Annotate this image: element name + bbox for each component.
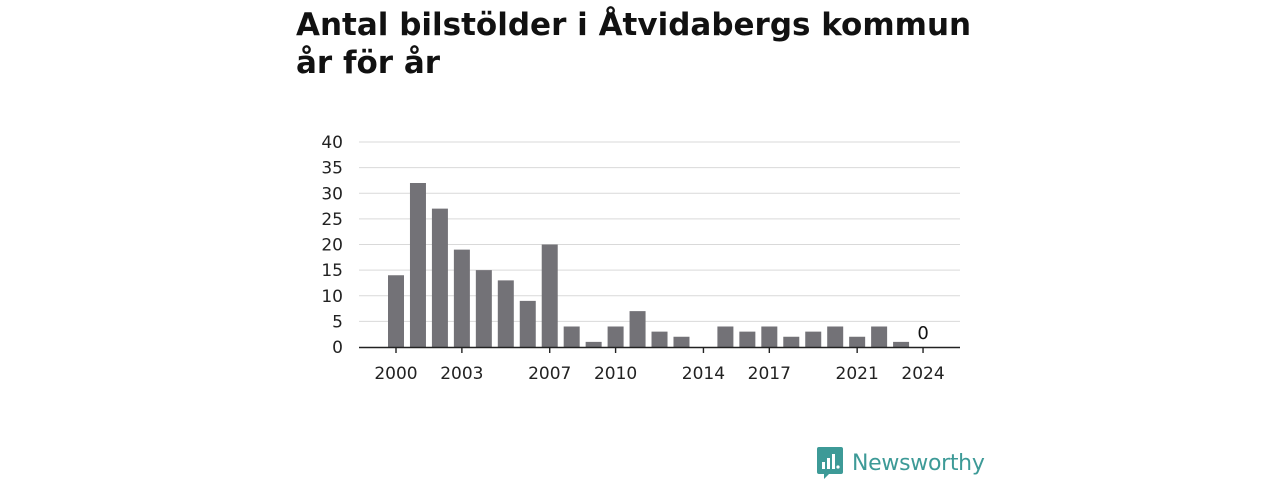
bar-2018 <box>783 336 800 347</box>
y-tick-label-10: 10 <box>321 287 343 307</box>
labels: 0 5 10 15 20 25 30 35 40 2000 2003 2007 2010 2014 2017… <box>321 133 944 384</box>
y-tick-label-15: 15 <box>321 261 343 281</box>
x-tick-label-2024: 2024 <box>901 364 944 384</box>
brand-logo: Newsworthy <box>816 446 985 480</box>
y-tick-label-40: 40 <box>321 133 343 153</box>
bar-2009 <box>585 341 602 347</box>
bar-2007 <box>541 244 558 347</box>
y-tick-label-30: 30 <box>321 184 343 204</box>
y-tick-label-20: 20 <box>321 236 343 256</box>
bar-2020 <box>827 326 844 347</box>
bar-2023 <box>893 341 910 347</box>
bar-2019 <box>805 331 822 347</box>
bar-2003 <box>453 249 470 347</box>
x-tick-label-2010: 2010 <box>594 364 637 384</box>
x-tick-label-2021: 2021 <box>836 364 879 384</box>
bar-2006 <box>519 300 536 347</box>
bar-2013 <box>673 336 690 347</box>
bars <box>388 183 910 347</box>
y-tick-label-5: 5 <box>332 312 343 332</box>
x-tick-label-2003: 2003 <box>440 364 483 384</box>
y-tick-label-35: 35 <box>321 159 343 179</box>
y-tick-label-25: 25 <box>321 210 343 230</box>
bar-2005 <box>497 280 514 347</box>
y-tick-label-0: 0 <box>332 338 343 358</box>
chart-title: Antal bilstölder i Åtvidabergs kommun år… <box>296 7 972 81</box>
x-tick-label-2007: 2007 <box>528 364 571 384</box>
bar-2017 <box>761 326 778 347</box>
bar-2016 <box>739 331 756 347</box>
bar-2011 <box>629 311 646 347</box>
bar-2008 <box>563 326 580 347</box>
bar-2002 <box>431 208 448 347</box>
bar-2012 <box>651 331 668 347</box>
x-tick-label-2014: 2014 <box>682 364 725 384</box>
bar-2000 <box>388 275 404 347</box>
axes <box>359 346 960 353</box>
bar-2001 <box>409 183 426 347</box>
brand-name: Newsworthy <box>852 450 985 476</box>
newsworthy-logo-icon <box>817 447 843 479</box>
bar-2021 <box>849 336 866 347</box>
x-tick-label-2000: 2000 <box>374 364 417 384</box>
data-label-2024: 0 <box>917 323 928 344</box>
bar-2022 <box>871 326 888 347</box>
x-tick-label-2017: 2017 <box>748 364 791 384</box>
bar-2004 <box>475 270 492 347</box>
bar-2010 <box>607 326 624 347</box>
bar-2015 <box>717 326 734 347</box>
grid-lines <box>359 141 960 322</box>
